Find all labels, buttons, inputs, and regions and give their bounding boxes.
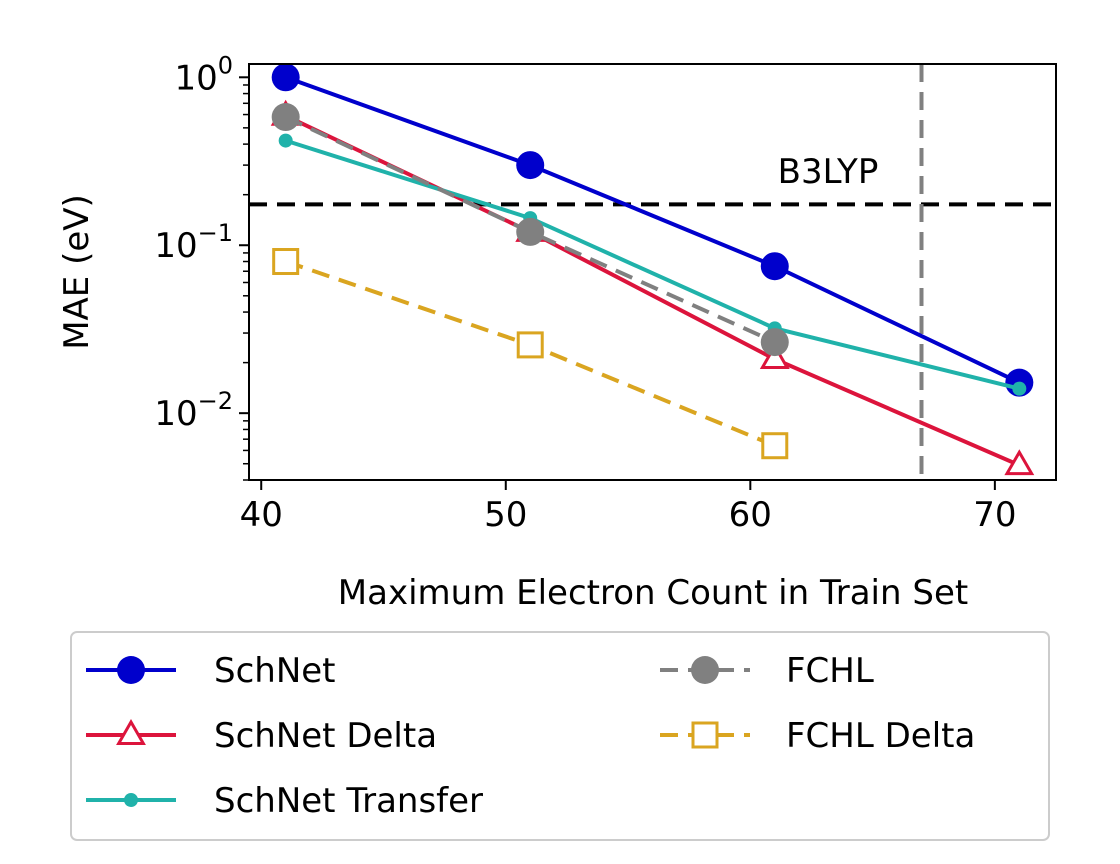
reference-lines [249,64,1056,480]
series-line [284,115,776,344]
legend-label: SchNet [214,651,336,691]
data-point [278,133,293,148]
legend-item: SchNet [86,651,336,691]
data-point [272,248,300,276]
series-fchl-delta [272,248,789,460]
legend-box [70,631,1050,841]
legend-marker [117,656,145,684]
y-axis-label: MAE (eV) [57,194,97,350]
x-axis-label: Maximum Electron Count in Train Set [338,573,968,613]
plot-frame [248,63,1057,481]
legend-marker [124,793,138,807]
data-point [516,331,544,359]
data-point [1012,381,1027,396]
y-tick-label: 10−2 [154,387,233,434]
legend-marker [691,656,719,684]
series-line [284,113,1021,468]
data-point [761,432,789,460]
x-tick-label: 60 [729,495,772,535]
series-fchl [271,103,789,357]
y-tick-label: 100 [174,51,233,98]
data-point [1004,449,1035,476]
legend-label: FCHL [786,651,874,691]
series-layer [270,63,1035,476]
data-point [516,217,545,246]
y-tick-label: 10−1 [154,219,233,266]
b3lyp-annotation: B3LYP [778,152,879,192]
x-tick-label: 40 [240,495,283,535]
ticks-layer: 40 50 60 70 100 10−1 10−2 [154,51,1016,535]
legend-item: SchNet Transfer [86,781,483,821]
data-point [760,328,789,357]
legend-marker [116,718,146,745]
data-point [759,343,790,370]
data-point [271,103,300,132]
data-point [516,151,545,180]
legend-label: FCHL Delta [786,716,975,756]
series-line [285,138,1020,391]
legend-item: FCHL Delta [660,716,975,756]
legend-label: SchNet Transfer [214,781,483,821]
legend-item: SchNet Delta [86,716,437,756]
legend-label: SchNet Delta [214,716,437,756]
series-schnet [271,63,1034,397]
series-schnet-transfer [278,133,1027,396]
x-tick-label: 70 [973,495,1016,535]
legend-marker [691,721,719,749]
data-point [271,63,300,92]
data-point [760,252,789,281]
legend-item: FCHL [660,651,874,691]
series-line [285,75,1021,385]
legend: SchNet SchNet Delta SchNet Transfer FCHL FCH… [70,631,1050,841]
x-tick-label: 50 [484,495,527,535]
